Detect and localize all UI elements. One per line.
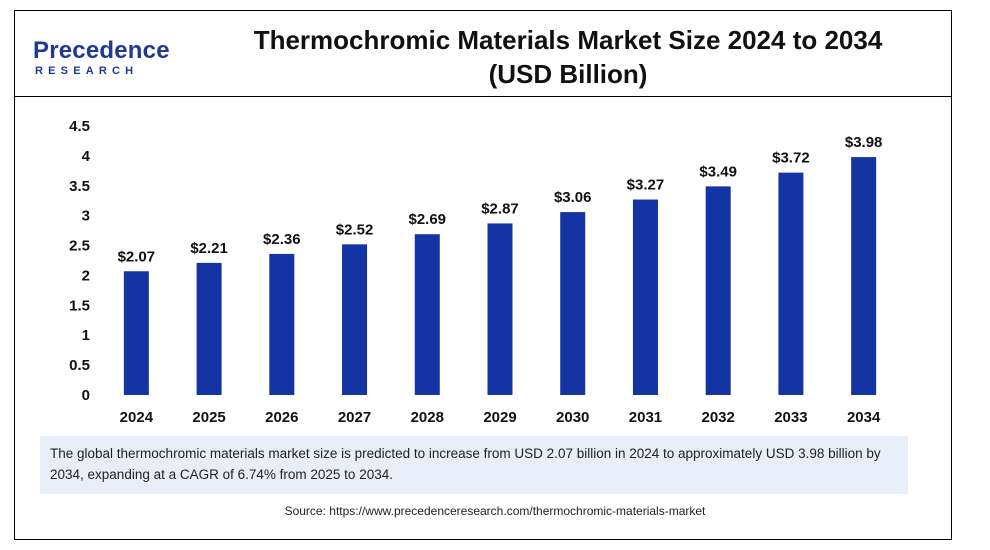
x-tick-label-2030: 2030	[556, 409, 589, 426]
summary-note: The global thermochromic materials marke…	[40, 436, 908, 494]
y-tick-label: 0.5	[69, 357, 90, 374]
x-tick-label-2027: 2027	[338, 409, 371, 426]
header: Precedence RESEARCH Thermochromic Materi…	[15, 11, 951, 97]
bar-2031	[632, 199, 658, 395]
data-label-2025: $2.21	[190, 240, 228, 257]
bar-2026	[269, 253, 295, 395]
y-tick-label: 1	[82, 327, 90, 344]
y-tick-label: 2.5	[69, 238, 90, 255]
bar-2029	[487, 223, 513, 395]
logo-subtitle: RESEARCH	[35, 65, 139, 77]
x-tick-label-2024: 2024	[120, 409, 154, 426]
data-label-2034: $3.98	[845, 134, 883, 151]
bar-2027	[342, 244, 368, 395]
bar-chart: 0 0.5 1 1.5 2 2.5 3 3.5 4 4.5 $2.07 2024 $2.21 2025 $2…	[69, 118, 883, 426]
y-tick-label: 2	[82, 267, 90, 284]
chart-title-line1: Thermochromic Materials Market Size 2024…	[253, 25, 883, 55]
source-citation: Source: https://www.precedenceresearch.c…	[284, 504, 706, 518]
x-tick-label-2031: 2031	[629, 409, 662, 426]
chart-title: Thermochromic Materials Market Size 2024…	[205, 23, 931, 91]
x-tick-label-2032: 2032	[701, 409, 734, 426]
data-label-2028: $2.69	[408, 211, 446, 228]
x-tick-label-2026: 2026	[265, 409, 298, 426]
bar-2030	[560, 212, 586, 395]
data-label-2030: $3.06	[554, 189, 592, 206]
precedence-logo: Precedence RESEARCH	[33, 37, 183, 81]
data-label-2032: $3.49	[699, 163, 737, 180]
x-tick-label-2034: 2034	[847, 409, 881, 426]
data-label-2033: $3.72	[772, 150, 810, 167]
bar-2032	[705, 186, 731, 395]
y-tick-label: 3.5	[69, 178, 90, 195]
bar-2025	[196, 262, 222, 395]
y-tick-label: 4.5	[69, 118, 90, 135]
data-label-2026: $2.36	[263, 231, 301, 248]
x-tick-label-2029: 2029	[483, 409, 516, 426]
data-label-2029: $2.87	[481, 200, 519, 217]
bar-2028	[414, 234, 440, 395]
data-label-2024: $2.07	[118, 248, 156, 265]
y-tick-label: 1.5	[69, 297, 90, 314]
y-tick-label: 0	[82, 387, 90, 404]
chart-title-line2: (USD Billion)	[488, 59, 648, 89]
logo-wordmark: Precedence	[33, 37, 170, 64]
x-tick-label-2033: 2033	[774, 409, 807, 426]
bar-2024	[123, 271, 149, 395]
bar-2034	[851, 157, 877, 395]
bar-2033	[778, 172, 804, 395]
data-label-2031: $3.27	[627, 177, 665, 194]
x-tick-label-2025: 2025	[192, 409, 225, 426]
y-tick-label: 3	[82, 208, 90, 225]
data-label-2027: $2.52	[336, 221, 374, 238]
y-tick-label: 4	[82, 148, 91, 165]
x-tick-label-2028: 2028	[411, 409, 444, 426]
